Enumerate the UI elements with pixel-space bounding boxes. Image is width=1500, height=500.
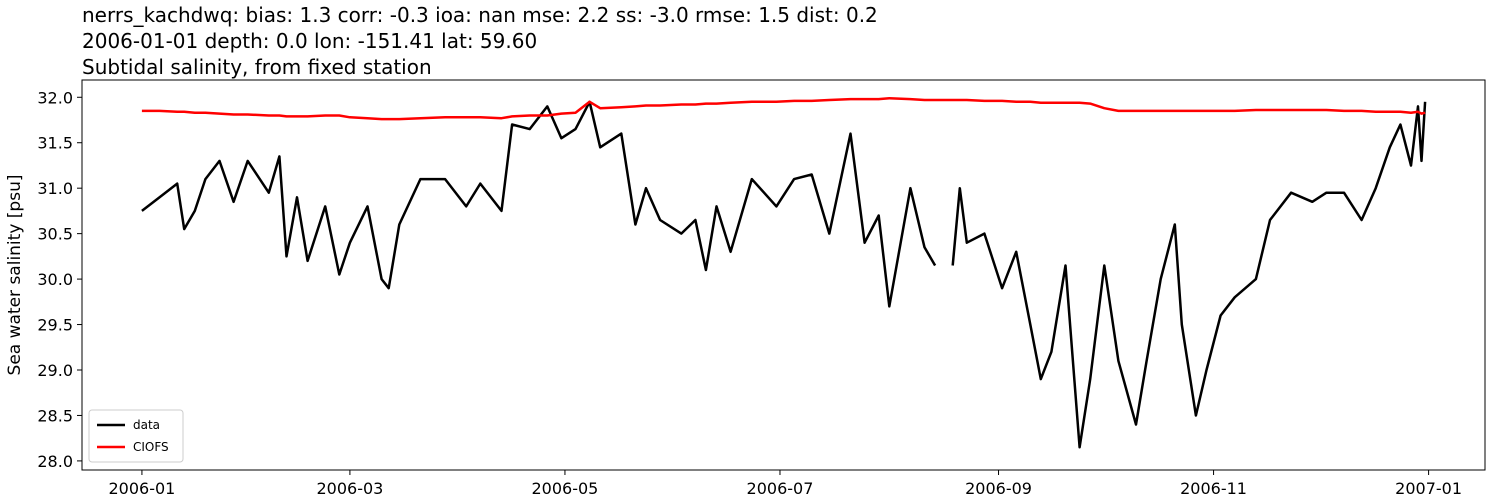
- y-tick-label: 31.5: [37, 134, 73, 153]
- legend-label: CIOFS: [133, 440, 169, 454]
- y-tick-label: 32.0: [37, 88, 73, 107]
- x-tick-label: 2006-09: [965, 479, 1032, 498]
- plot-frame: [81, 79, 1486, 471]
- chart-title: Subtidal salinity, from fixed station: [82, 55, 432, 79]
- x-tick-label: 2006-03: [316, 479, 383, 498]
- y-tick-label: 29.5: [37, 316, 73, 335]
- y-tick-label: 30.5: [37, 225, 73, 244]
- line: [141, 100, 1427, 449]
- y-tick-label: 28.5: [37, 406, 73, 425]
- chart-title: 2006-01-01 depth: 0.0 lon: -151.41 lat: …: [82, 29, 537, 53]
- legend-box: [88, 409, 184, 463]
- chart-title: nerrs_kachdwq: bias: 1.3 corr: -0.3 ioa:…: [82, 3, 878, 27]
- x-tick-label: 2006-05: [532, 479, 599, 498]
- y-tick-label: 28.0: [37, 452, 73, 471]
- x-tick-label: 2006-11: [1180, 479, 1247, 498]
- y-tick-label: 30.0: [37, 270, 73, 289]
- y-tick-label: 29.0: [37, 361, 73, 380]
- line: [141, 96, 1426, 121]
- legend: data CIOFS: [88, 409, 184, 463]
- x-tick-label: 2006-07: [747, 479, 814, 498]
- y-axis-label: Sea water salinity [psu]: [5, 175, 25, 376]
- x-tick-label: 2007-01: [1395, 479, 1462, 498]
- y-tick-label: 31.0: [37, 179, 73, 198]
- legend-label: data: [133, 418, 160, 432]
- x-tick-label: 2006-01: [108, 479, 175, 498]
